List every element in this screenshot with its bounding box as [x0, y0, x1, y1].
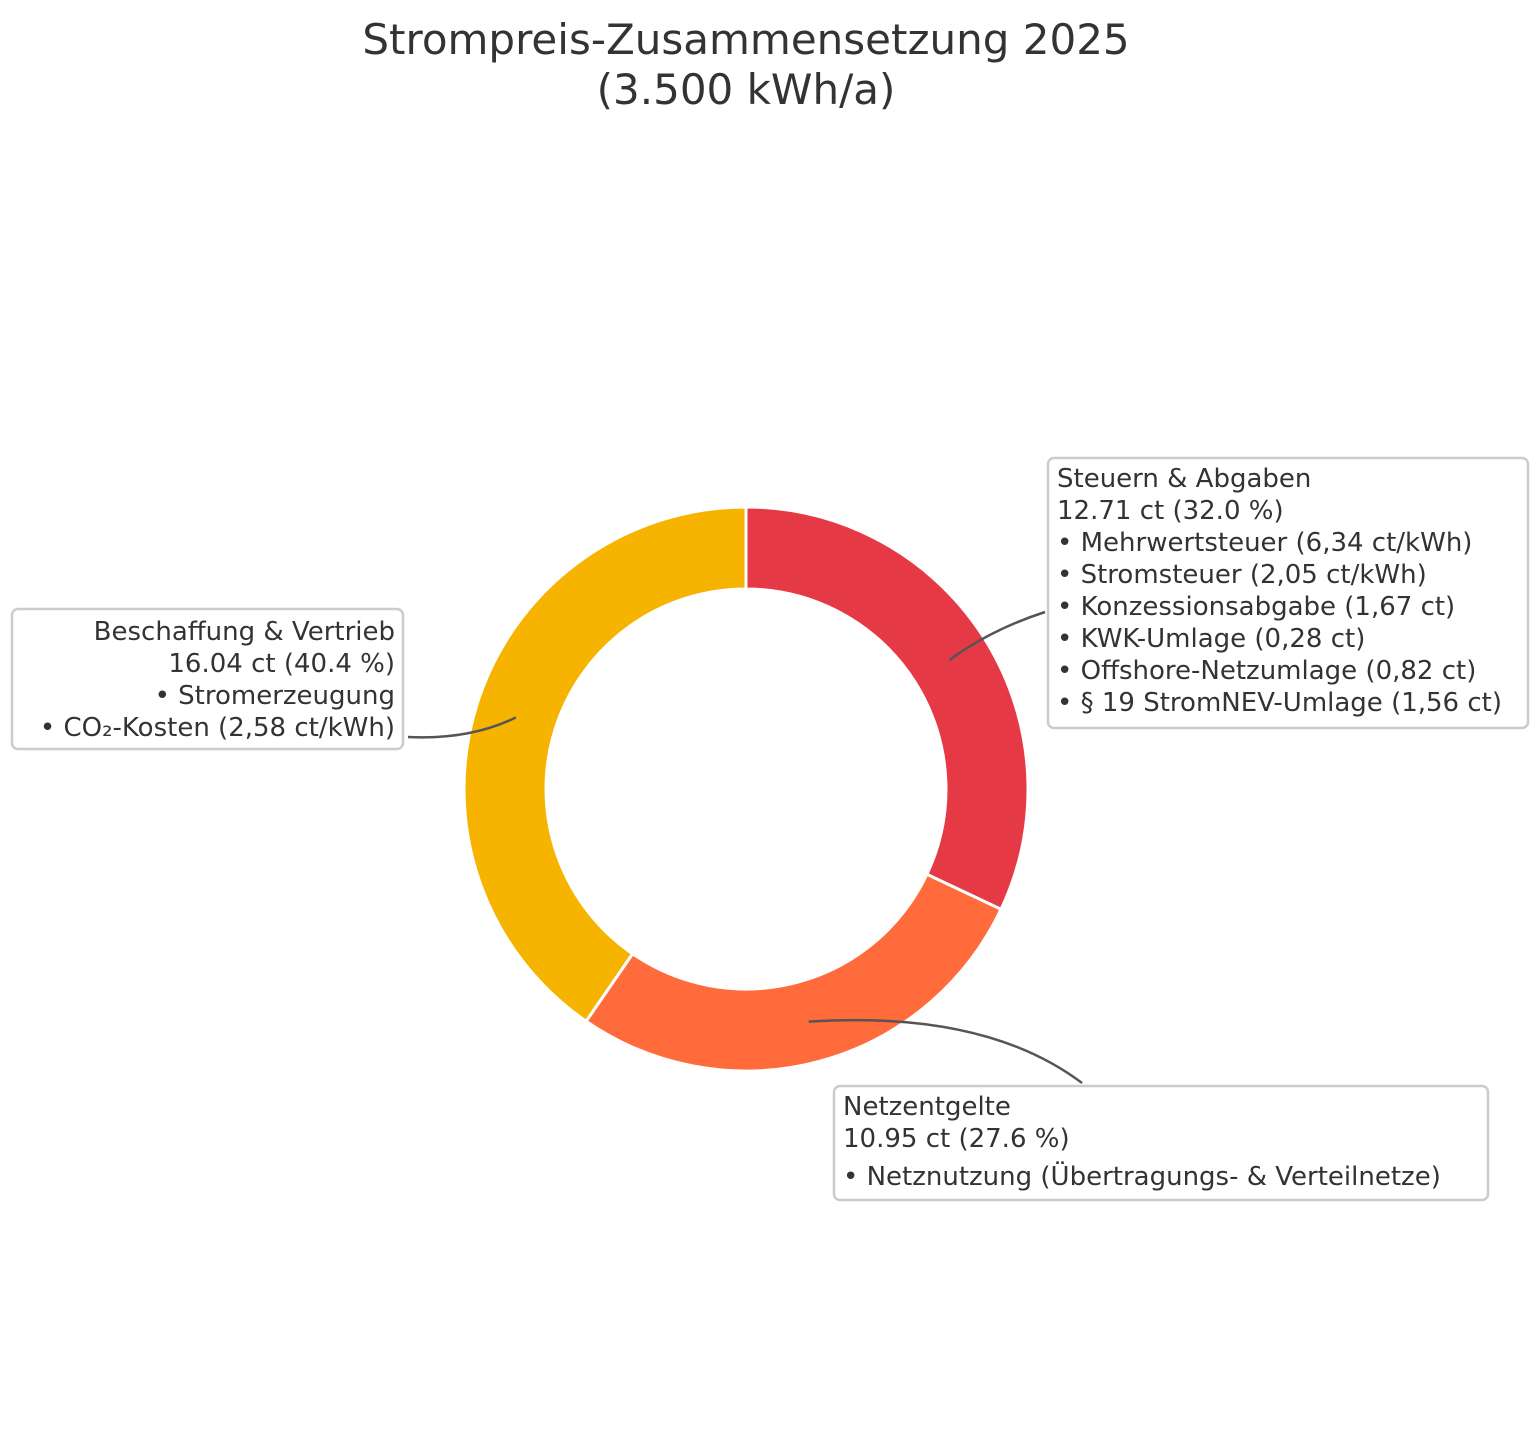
- annotation-label: Steuern & Abgaben: [1057, 464, 1311, 494]
- slice-1: [583, 872, 1004, 1073]
- slice-0: [744, 505, 1030, 912]
- annotation-detail: • Stromsteuer (2,05 ct/kWh): [1057, 560, 1427, 590]
- annotation-detail: • Netznutzung (Übertragungs- & Verteilne…: [843, 1160, 1441, 1192]
- slice-2: [462, 505, 748, 1024]
- annotation-value: 10.95 ct (27.6 %): [843, 1124, 1070, 1154]
- annotation-connector: [948, 610, 1046, 661]
- annotation-detail: • Mehrwertsteuer (6,34 ct/kWh): [1057, 528, 1472, 558]
- annotation-detail: • Stromerzeugung: [155, 681, 395, 711]
- annotation-detail: • CO₂-Kosten (2,58 ct/kWh): [40, 713, 395, 743]
- chart-subtitle: (3.500 kWh/a): [597, 65, 896, 114]
- annotation-detail: • Konzessionsabgabe (1,67 ct): [1057, 592, 1455, 622]
- annotation-label: Netzentgelte: [843, 1092, 1011, 1122]
- annotation-box: [10, 607, 405, 751]
- annotation-connector: [808, 1018, 1083, 1084]
- chart-title: Strompreis-Zusammensetzung 2025: [362, 15, 1129, 64]
- annotation-detail: • Offshore-Netzumlage (0,82 ct): [1057, 656, 1476, 686]
- annotation-box: [1046, 456, 1530, 730]
- annotation-detail: • § 19 StromNEV-Umlage (1,56 ct): [1057, 688, 1502, 718]
- slices-layer: [462, 505, 1030, 1073]
- annotation-label: Beschaffung & Vertrieb: [94, 617, 395, 647]
- annotation-value: 16.04 ct (40.4 %): [168, 649, 395, 679]
- annotation-detail: • KWK-Umlage (0,28 ct): [1057, 624, 1365, 654]
- annotation-box: [832, 1084, 1490, 1202]
- annotation-value: 12.71 ct (32.0 %): [1057, 496, 1284, 526]
- annotation-connector: [407, 716, 517, 739]
